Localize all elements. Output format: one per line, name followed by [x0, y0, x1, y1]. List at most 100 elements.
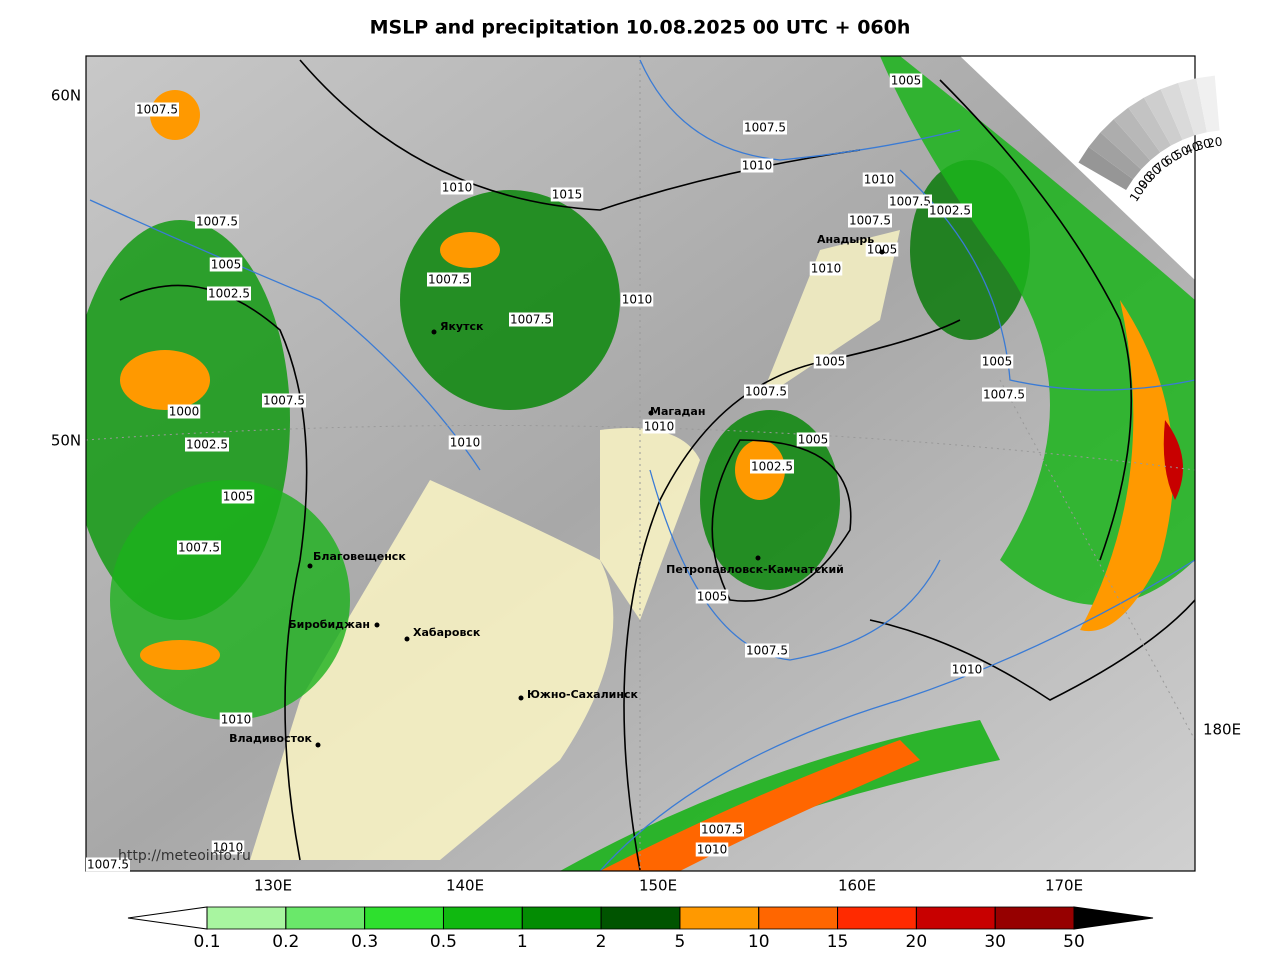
colorbar-label: 10 — [748, 932, 770, 952]
isobar-label: 1010 — [442, 181, 473, 195]
city-dot — [315, 742, 321, 748]
isobar-label: 1010 — [450, 436, 481, 450]
isobar-label: 1007.5 — [196, 215, 238, 229]
isobar-label-bg — [642, 419, 676, 434]
colorbar-label: 50 — [1063, 932, 1085, 952]
colorbar-label: 15 — [827, 932, 849, 952]
isobar-label: 1015 — [552, 188, 583, 202]
isobar-label: 1002.5 — [751, 460, 793, 474]
colorbar-label: 0.1 — [193, 932, 220, 952]
isobar-label-bg — [928, 203, 972, 218]
cloud-scale-wedge — [1088, 132, 1142, 180]
isobar-label-bg — [743, 120, 787, 135]
colorbar-label: 5 — [674, 932, 685, 952]
isobar-label-bg — [195, 214, 239, 229]
isobar-label-bg — [440, 180, 474, 195]
isobar-label: 1005 — [211, 258, 242, 272]
colorbar-label: 0.2 — [272, 932, 299, 952]
city-label: Петропавловск-Камчатский — [666, 563, 844, 576]
isobar-label-bg — [211, 840, 245, 855]
cloud-scale-label: 50 — [1172, 143, 1192, 162]
isobar-label-bg — [550, 187, 584, 202]
colorbar-segment — [837, 906, 917, 930]
cloud-scale-wedge — [1128, 97, 1172, 153]
lat-label: 50N — [51, 432, 81, 450]
city-label: Анадырь — [817, 233, 874, 246]
city-dot — [404, 636, 410, 642]
isobar-label: 1010 — [811, 262, 842, 276]
isobar-label-bg — [221, 489, 255, 504]
isobar-label: 1005 — [982, 355, 1013, 369]
colorbar-segment — [521, 906, 602, 930]
isobar-label-bg — [796, 432, 830, 447]
cloud-scale-label: 30 — [1194, 136, 1212, 153]
city-label: Благовещенск — [313, 550, 406, 563]
cloud-scale-wedge — [1196, 75, 1220, 133]
colorbar-label: 1 — [517, 932, 528, 952]
isobar-label-bg — [262, 393, 306, 408]
isobar-label: 1005 — [815, 355, 846, 369]
isobar-label: 1005 — [697, 590, 728, 604]
isobar-label-bg — [740, 158, 774, 173]
city-label: Магадан — [650, 405, 705, 418]
isobar-label-bg — [219, 712, 253, 727]
cloud-scale-label: 20 — [1206, 135, 1223, 151]
isobar-label-bg — [862, 172, 896, 187]
colorbar-segment — [443, 906, 523, 930]
credit: http://meteoinfo.ru — [118, 848, 251, 864]
city-label: Хабаровск — [413, 626, 481, 639]
isobar-label: 1010 — [952, 663, 983, 677]
isobar-label-bg — [695, 842, 729, 857]
city-dot — [879, 249, 885, 255]
cloud-scale-wedge — [1160, 82, 1195, 140]
city-label: Южно-Сахалинск — [527, 688, 638, 701]
lon-label: 140E — [446, 877, 484, 895]
colorbar-segment — [285, 906, 366, 930]
colorbar-label: 0.5 — [430, 932, 457, 952]
lon-label: 130E — [254, 877, 292, 895]
isobar-label-bg — [980, 354, 1014, 369]
lon-label: 160E — [838, 877, 876, 895]
colorbar-segment — [600, 906, 681, 930]
isobar-label: 1007.5 — [178, 541, 220, 555]
isobar-label-bg — [950, 662, 984, 677]
isobar-label: 1007.5 — [889, 195, 931, 209]
map-field — [86, 56, 1195, 871]
isobar-label-bg — [700, 822, 744, 837]
city-dot — [431, 329, 437, 335]
isobar-label: 1007.5 — [263, 394, 305, 408]
isobar-label-bg — [695, 589, 729, 604]
city-dot — [648, 410, 654, 416]
city-dot — [307, 563, 313, 569]
colorbar-segment — [994, 906, 1075, 930]
isobar-label: 1007.5 — [701, 823, 743, 837]
isobar-label-bg — [982, 387, 1026, 402]
isobar-label: 1007.5 — [745, 385, 787, 399]
isobar-label: 1010 — [221, 713, 252, 727]
lat-label: 60N — [51, 87, 81, 105]
isobar-label-bg — [750, 459, 794, 474]
map-frame — [85, 55, 1196, 872]
colorbar-extend-low — [127, 906, 208, 930]
cloud-scale-wedge — [1113, 107, 1161, 161]
isobar-label: 1010 — [742, 159, 773, 173]
isobar-label-bg — [744, 384, 788, 399]
isobar-label-bg — [848, 213, 892, 228]
isobar-label-bg — [135, 102, 179, 117]
isobar-label-bg — [620, 292, 654, 307]
colorbar-label: 30 — [984, 932, 1006, 952]
lon-label: 150E — [639, 877, 677, 895]
city-dot — [518, 695, 524, 701]
isobar-label: 1002.5 — [929, 204, 971, 218]
isobar-label-bg — [177, 540, 221, 555]
cloud-scale-wedge — [1078, 146, 1134, 190]
cloud-scale-wedge — [1100, 119, 1151, 170]
isobar-label: 1010 — [622, 293, 653, 307]
cloud-scale-label: 40 — [1183, 139, 1202, 157]
isobar-label: 1005 — [891, 74, 922, 88]
lon-label: 170E — [1045, 877, 1083, 895]
city-dot — [755, 555, 761, 561]
isobar-label-bg — [185, 437, 229, 452]
isobar-label: 1007.5 — [746, 644, 788, 658]
